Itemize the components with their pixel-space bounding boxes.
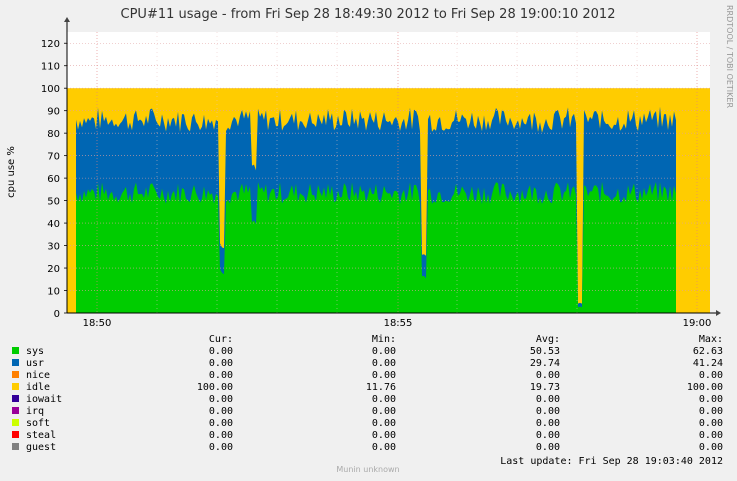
footer-munin: Munin unknown [336, 465, 399, 474]
legend-value-min: 0.00 [372, 406, 396, 417]
y-tick-label: 110 [41, 62, 60, 73]
legend-table: Cur: Min: Avg: Max:sys 0.00 0.00 50.53 62.63usr… [12, 334, 723, 453]
x-tick-label: 19:00 [683, 318, 712, 329]
legend-header: Min: [372, 334, 396, 345]
legend-swatch [12, 359, 19, 366]
legend-series-name: sys [26, 346, 44, 357]
legend-swatch [12, 347, 19, 354]
x-tick-labels: 18:50 18:55 19:00 [83, 318, 712, 329]
rrdtool-credit: RRDTOOL / TOBI OETIKER [725, 5, 734, 108]
x-tick-label: 18:55 [384, 318, 413, 329]
legend-value-max: 62.63 [693, 346, 723, 357]
legend-series-name: guest [26, 442, 56, 453]
legend-series-name: nice [26, 370, 50, 381]
axes [64, 17, 721, 316]
area-sys [76, 181, 676, 313]
last-update: Last update: Fri Sep 28 19:03:40 2012 [500, 456, 723, 467]
y-tick-label: 40 [47, 219, 60, 230]
legend-swatch [12, 431, 19, 438]
legend-swatch [12, 395, 19, 402]
legend-swatch [12, 407, 19, 414]
legend-value-cur: 0.00 [209, 346, 233, 357]
y-axis-arrow [64, 17, 70, 22]
legend-value-avg: 19.73 [530, 382, 560, 393]
legend-header: Avg: [536, 334, 560, 345]
legend-value-cur: 100.00 [197, 382, 233, 393]
chart-title: CPU#11 usage - from Fri Sep 28 18:49:30 … [121, 7, 616, 22]
legend-header: Max: [699, 334, 723, 345]
legend-value-max: 0.00 [699, 418, 723, 429]
y-tick-label: 70 [47, 152, 60, 163]
legend-value-avg: 0.00 [536, 430, 560, 441]
legend-value-min: 11.76 [366, 382, 396, 393]
y-tick-label: 30 [47, 242, 60, 253]
legend-value-cur: 0.00 [209, 406, 233, 417]
legend-value-avg: 0.00 [536, 418, 560, 429]
legend-value-avg: 0.00 [536, 406, 560, 417]
legend-value-avg: 50.53 [530, 346, 560, 357]
legend-value-max: 0.00 [699, 370, 723, 381]
legend-value-max: 41.24 [693, 358, 723, 369]
y-tick-label: 100 [41, 84, 60, 95]
legend-value-cur: 0.00 [209, 358, 233, 369]
y-tick-label: 120 [41, 39, 60, 50]
legend-value-avg: 0.00 [536, 370, 560, 381]
legend-series-name: iowait [26, 394, 62, 405]
legend-series-name: irq [26, 406, 44, 417]
legend-swatch [12, 419, 19, 426]
legend-swatch [12, 371, 19, 378]
legend-value-min: 0.00 [372, 418, 396, 429]
legend-value-cur: 0.00 [209, 394, 233, 405]
y-axis-label: cpu use % [6, 146, 17, 198]
y-tick-label: 50 [47, 197, 60, 208]
legend-value-max: 0.00 [699, 406, 723, 417]
legend-value-cur: 0.00 [209, 430, 233, 441]
legend-value-cur: 0.00 [209, 418, 233, 429]
legend-value-min: 0.00 [372, 346, 396, 357]
legend-series-name: soft [26, 418, 50, 429]
legend-value-min: 0.00 [372, 370, 396, 381]
legend-swatch [12, 383, 19, 390]
legend-value-min: 0.00 [372, 442, 396, 453]
legend-value-max: 0.00 [699, 430, 723, 441]
legend-series-name: usr [26, 358, 44, 369]
legend-value-min: 0.00 [372, 358, 396, 369]
y-tick-label: 0 [54, 309, 60, 320]
legend-value-min: 0.00 [372, 430, 396, 441]
x-tick-label: 18:50 [83, 318, 112, 329]
x-axis-arrow [716, 310, 721, 316]
legend-value-avg: 0.00 [536, 442, 560, 453]
y-tick-labels: 0 10 20 30 40 50 60 70 80 90 100 110 120 [41, 39, 60, 320]
legend-value-avg: 0.00 [536, 394, 560, 405]
legend-value-min: 0.00 [372, 394, 396, 405]
legend-value-avg: 29.74 [530, 358, 560, 369]
legend-series-name: idle [26, 382, 50, 393]
y-tick-label: 80 [47, 129, 60, 140]
legend-value-max: 100.00 [687, 382, 723, 393]
legend-value-max: 0.00 [699, 394, 723, 405]
y-tick-label: 90 [47, 107, 60, 118]
legend-value-cur: 0.00 [209, 370, 233, 381]
legend-value-cur: 0.00 [209, 442, 233, 453]
legend-series-name: steal [26, 430, 56, 441]
legend-header: Cur: [209, 334, 233, 345]
y-tick-label: 10 [47, 287, 60, 298]
y-tick-label: 20 [47, 264, 60, 275]
legend-value-max: 0.00 [699, 442, 723, 453]
legend-swatch [12, 443, 19, 450]
grid-lines [67, 32, 710, 314]
y-tick-label: 60 [47, 174, 60, 185]
